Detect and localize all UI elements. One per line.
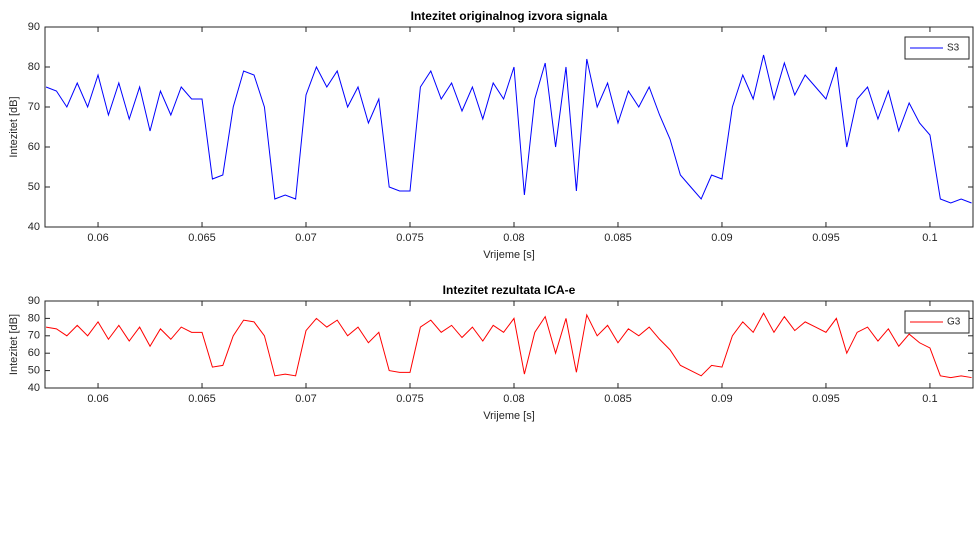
x-tick-label: 0.09 [711, 393, 732, 405]
data-line [45, 54, 972, 204]
y-tick-label: 80 [28, 61, 40, 73]
x-tick-label: 0.08 [503, 393, 524, 405]
y-tick-label: 80 [28, 312, 40, 324]
legend-label: S3 [947, 43, 960, 54]
x-tick-label: 0.06 [87, 232, 108, 244]
y-tick-label: 40 [28, 221, 40, 233]
x-tick-label: 0.07 [295, 393, 316, 405]
y-tick-label: 70 [28, 101, 40, 113]
x-tick-label: 0.095 [812, 393, 840, 405]
x-axis-label: Vrijeme [s] [483, 410, 535, 422]
x-tick-label: 0.09 [711, 232, 732, 244]
y-tick-label: 40 [28, 382, 40, 394]
chart-title: Intezitet rezultata ICA-e [443, 283, 576, 297]
x-tick-label: 0.085 [604, 232, 632, 244]
y-tick-label: 90 [28, 21, 40, 33]
y-tick-label: 50 [28, 365, 40, 377]
y-tick-label: 60 [28, 141, 40, 153]
y-tick-label: 90 [28, 295, 40, 307]
legend-label: G3 [947, 317, 961, 328]
plot-area [44, 26, 974, 228]
y-tick-label: 60 [28, 347, 40, 359]
x-tick-label: 0.1 [922, 393, 937, 405]
x-tick-label: 0.08 [503, 232, 524, 244]
x-tick-label: 0.07 [295, 232, 316, 244]
y-tick-label: 50 [28, 181, 40, 193]
x-tick-label: 0.075 [396, 393, 424, 405]
plot-area [44, 300, 974, 389]
x-tick-label: 0.06 [87, 393, 108, 405]
x-axis-label: Vrijeme [s] [483, 249, 535, 261]
y-tick-label: 70 [28, 330, 40, 342]
x-tick-label: 0.065 [188, 393, 216, 405]
x-tick-label: 0.095 [812, 232, 840, 244]
x-tick-label: 0.1 [922, 232, 937, 244]
x-tick-label: 0.065 [188, 232, 216, 244]
chart-title: Intezitet originalnog izvora signala [411, 9, 608, 23]
y-axis-label: Intezitet [dB] [8, 96, 20, 157]
data-line [45, 312, 972, 379]
x-tick-label: 0.075 [396, 232, 424, 244]
y-axis-label: Intezitet [dB] [8, 314, 20, 375]
x-tick-label: 0.085 [604, 393, 632, 405]
